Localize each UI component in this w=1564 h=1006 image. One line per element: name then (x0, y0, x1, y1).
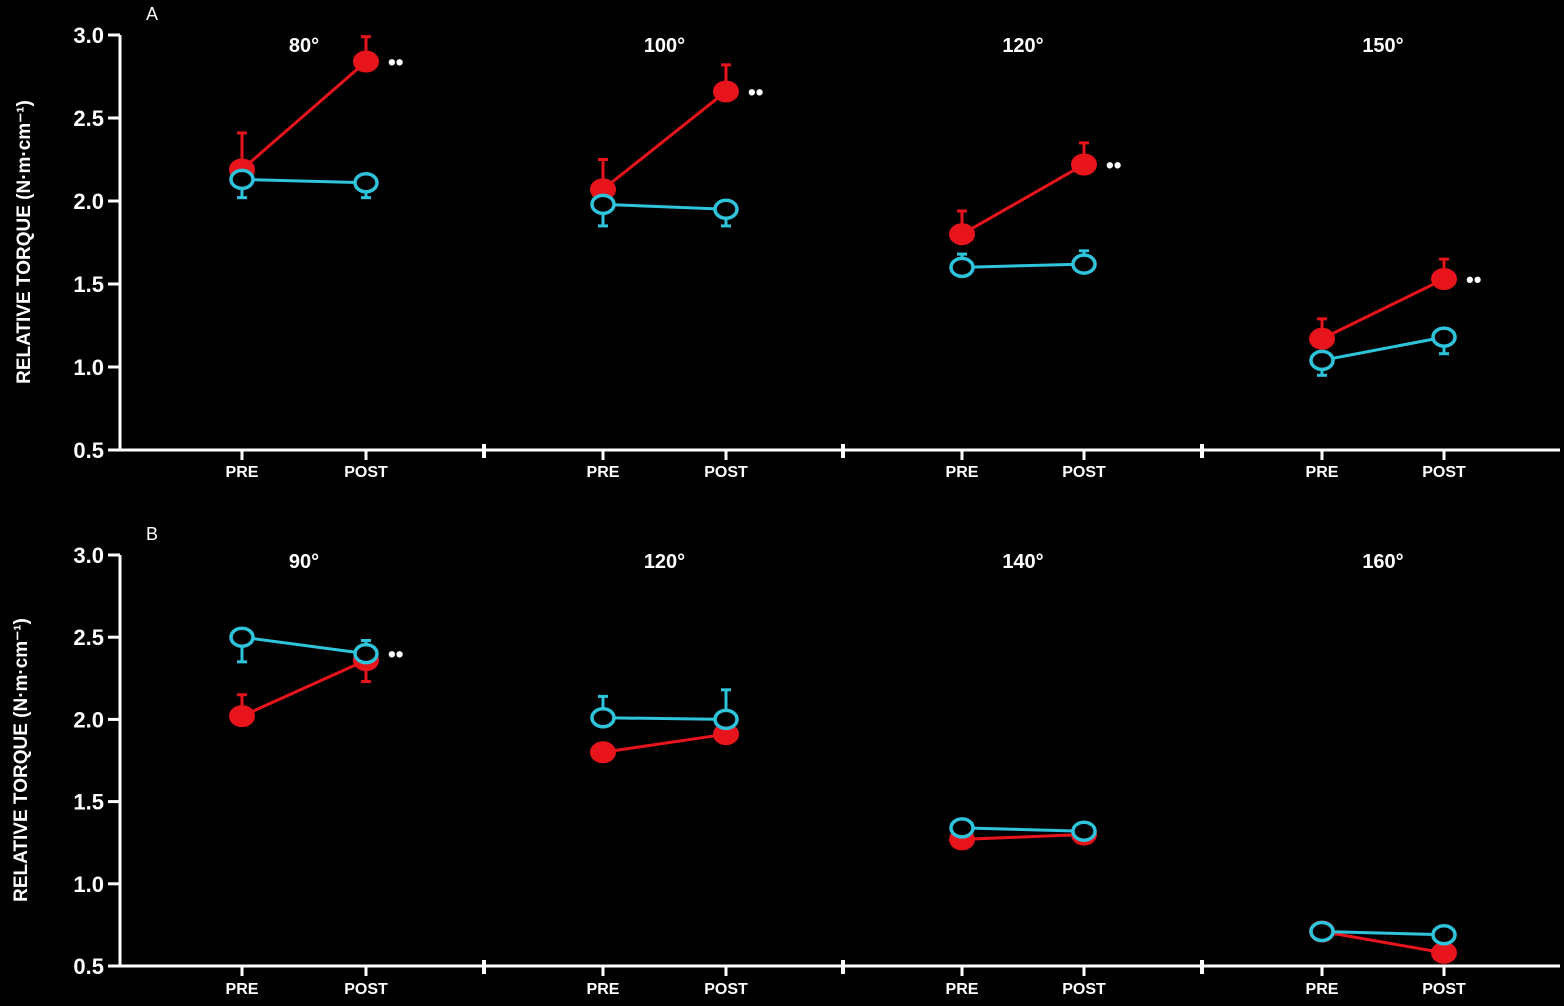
panel-b-group-label: 140° (1002, 551, 1043, 573)
panel-b-x-tick-label: POST (1062, 981, 1106, 998)
panel-b-group-series-trained-line (961, 832, 1085, 841)
panel-b-x-tick-label: POST (344, 981, 388, 998)
panel-b-group-series-control-point (229, 626, 255, 648)
panel-a-x-tick-label: POST (1422, 464, 1466, 481)
panel-b-label: B (146, 524, 158, 544)
panel-b-y-tick-label: 2.5 (73, 625, 104, 650)
panel-a-group-label: 100° (644, 35, 685, 57)
panel-b-group-series-control-point (1071, 820, 1097, 842)
panel-b-group-series-trained-line (602, 732, 727, 754)
panel-a-y-tick-label: 0.5 (73, 438, 104, 463)
panel-b-group-series-control-point (1309, 920, 1335, 943)
panel-a-group-series-control-line (1321, 335, 1445, 362)
panel-a-y-tick-label: 2.5 (73, 106, 104, 131)
panel-a-group-label: 80° (289, 35, 319, 57)
panel-a-group-label: 150° (1362, 35, 1403, 57)
panel-a-group-series-control-point (1071, 253, 1097, 275)
panel-b-x-tick-label: PRE (226, 981, 259, 998)
panel-a-x-tick-label: POST (344, 464, 388, 481)
panel-a-group-series-control-point (1309, 349, 1335, 372)
panel-b: 0.5 1.0 1.5 2.0 2.5 3.0 RELATIVE TORQUE (N·m·c… (11, 524, 1560, 998)
panel-b-y-tick-label: 0.5 (73, 954, 104, 979)
panel-b-group-series-trained-point (590, 741, 616, 764)
panel-a-x-tick-label: PRE (226, 464, 259, 481)
panel-b-x-tick-label: POST (704, 981, 748, 998)
panel-b-group-series-control-line (1321, 929, 1445, 937)
panel-b-group-series-control-line (602, 716, 727, 721)
panel-b-group-series-trained-point (1431, 941, 1457, 964)
panel-b-y-tick-label: 3.0 (73, 543, 104, 568)
panel-a-y-tick-label: 2.0 (73, 189, 104, 214)
panel-a-group-label: 120° (1002, 35, 1043, 57)
panel-b-group-series-control-significance: •• (388, 642, 403, 667)
panel-a-group-series-control-point (949, 256, 975, 279)
panel-a-group-series-trained-point (949, 223, 975, 246)
panel-b-y-axis-label: RELATIVE TORQUE (N·m·cm⁻¹) (11, 618, 32, 902)
panel-b-group-label: 120° (644, 551, 685, 573)
panel-b-group-series-control-point (353, 642, 379, 665)
panel-b-x-tick-label: POST (1422, 981, 1466, 998)
panel-a-y-tick-label: 1.0 (73, 355, 104, 380)
panel-a-group-series-trained-significance: •• (1466, 267, 1481, 292)
panel-b-y-tick-label: 1.0 (73, 872, 104, 897)
panel-a-y-axis-label: RELATIVE TORQUE (N·m·cm⁻¹) (14, 100, 35, 384)
panel-a: 0.5 1.0 1.5 2.0 2.5 3.0 RELATIVE TORQUE (N·m·c… (14, 4, 1560, 481)
panel-b-x-tick-label: PRE (1306, 981, 1339, 998)
panel-a-x-tick-label: PRE (587, 464, 620, 481)
panel-a-x-tick-label: PRE (946, 464, 979, 481)
panel-a-group-series-control-point (1431, 326, 1457, 348)
panel-a-group-series-trained-point (1309, 327, 1335, 350)
panel-a-group-series-trained-line (241, 60, 367, 171)
panel-a-group-series-control-line (241, 177, 367, 185)
panel-b-group-series-trained-line (241, 658, 367, 718)
panel-a-group-series-control-line (602, 202, 727, 211)
panel-a-group-series-trained-point (713, 80, 739, 103)
panel-b-group-series-control-point (590, 707, 616, 729)
panel-a-group-series-trained-significance: •• (748, 79, 763, 104)
panel-a-x-tick-label: PRE (1306, 464, 1339, 481)
panel-b-group-label: 160° (1362, 551, 1403, 573)
panel-a-x-tick-label: POST (704, 464, 748, 481)
panel-b-x-tick-label: PRE (587, 981, 620, 998)
panel-a-group-series-trained-line (961, 163, 1085, 236)
panel-a-y-tick-label: 3.0 (73, 23, 104, 48)
panel-a-group-series-control-point (590, 193, 616, 216)
panel-a-group-series-trained-point (1431, 268, 1457, 291)
panel-b-group-series-control-point (1431, 924, 1457, 946)
panel-b-x-tick-label: PRE (946, 981, 979, 998)
panel-a-group-series-trained-point (353, 50, 379, 73)
panel-a-group-series-trained-significance: •• (1106, 152, 1121, 177)
panel-a-group-series-trained-point (1071, 153, 1097, 176)
panel-b-group-series-trained-point (229, 705, 255, 728)
panel-a-group-series-control-point (353, 171, 379, 194)
panel-b-y-tick-label: 2.0 (73, 707, 104, 732)
panel-b-group-series-control-line (961, 826, 1085, 833)
panel-a-group-series-trained-significance: •• (388, 50, 403, 75)
panel-b-group-series-control-point (713, 708, 739, 731)
panel-b-group-series-control-point (949, 817, 975, 839)
panel-a-y-tick-label: 1.5 (73, 272, 104, 297)
panel-a-group-series-trained-line (1321, 277, 1445, 341)
panel-a-group-series-control-point (713, 198, 739, 221)
panel-b-group-label: 90° (289, 551, 319, 573)
panel-b-y-tick-label: 1.5 (73, 790, 104, 815)
panel-a-x-tick-label: POST (1062, 464, 1106, 481)
panel-a-group-series-trained-line (602, 90, 727, 191)
panel-a-group-series-control-point (229, 168, 255, 191)
panel-b-group-series-control-line (241, 635, 367, 656)
panel-a-label: A (146, 4, 158, 24)
panel-b-group-series-trained-line (1321, 929, 1445, 955)
panel-a-group-series-control-line (961, 262, 1085, 269)
